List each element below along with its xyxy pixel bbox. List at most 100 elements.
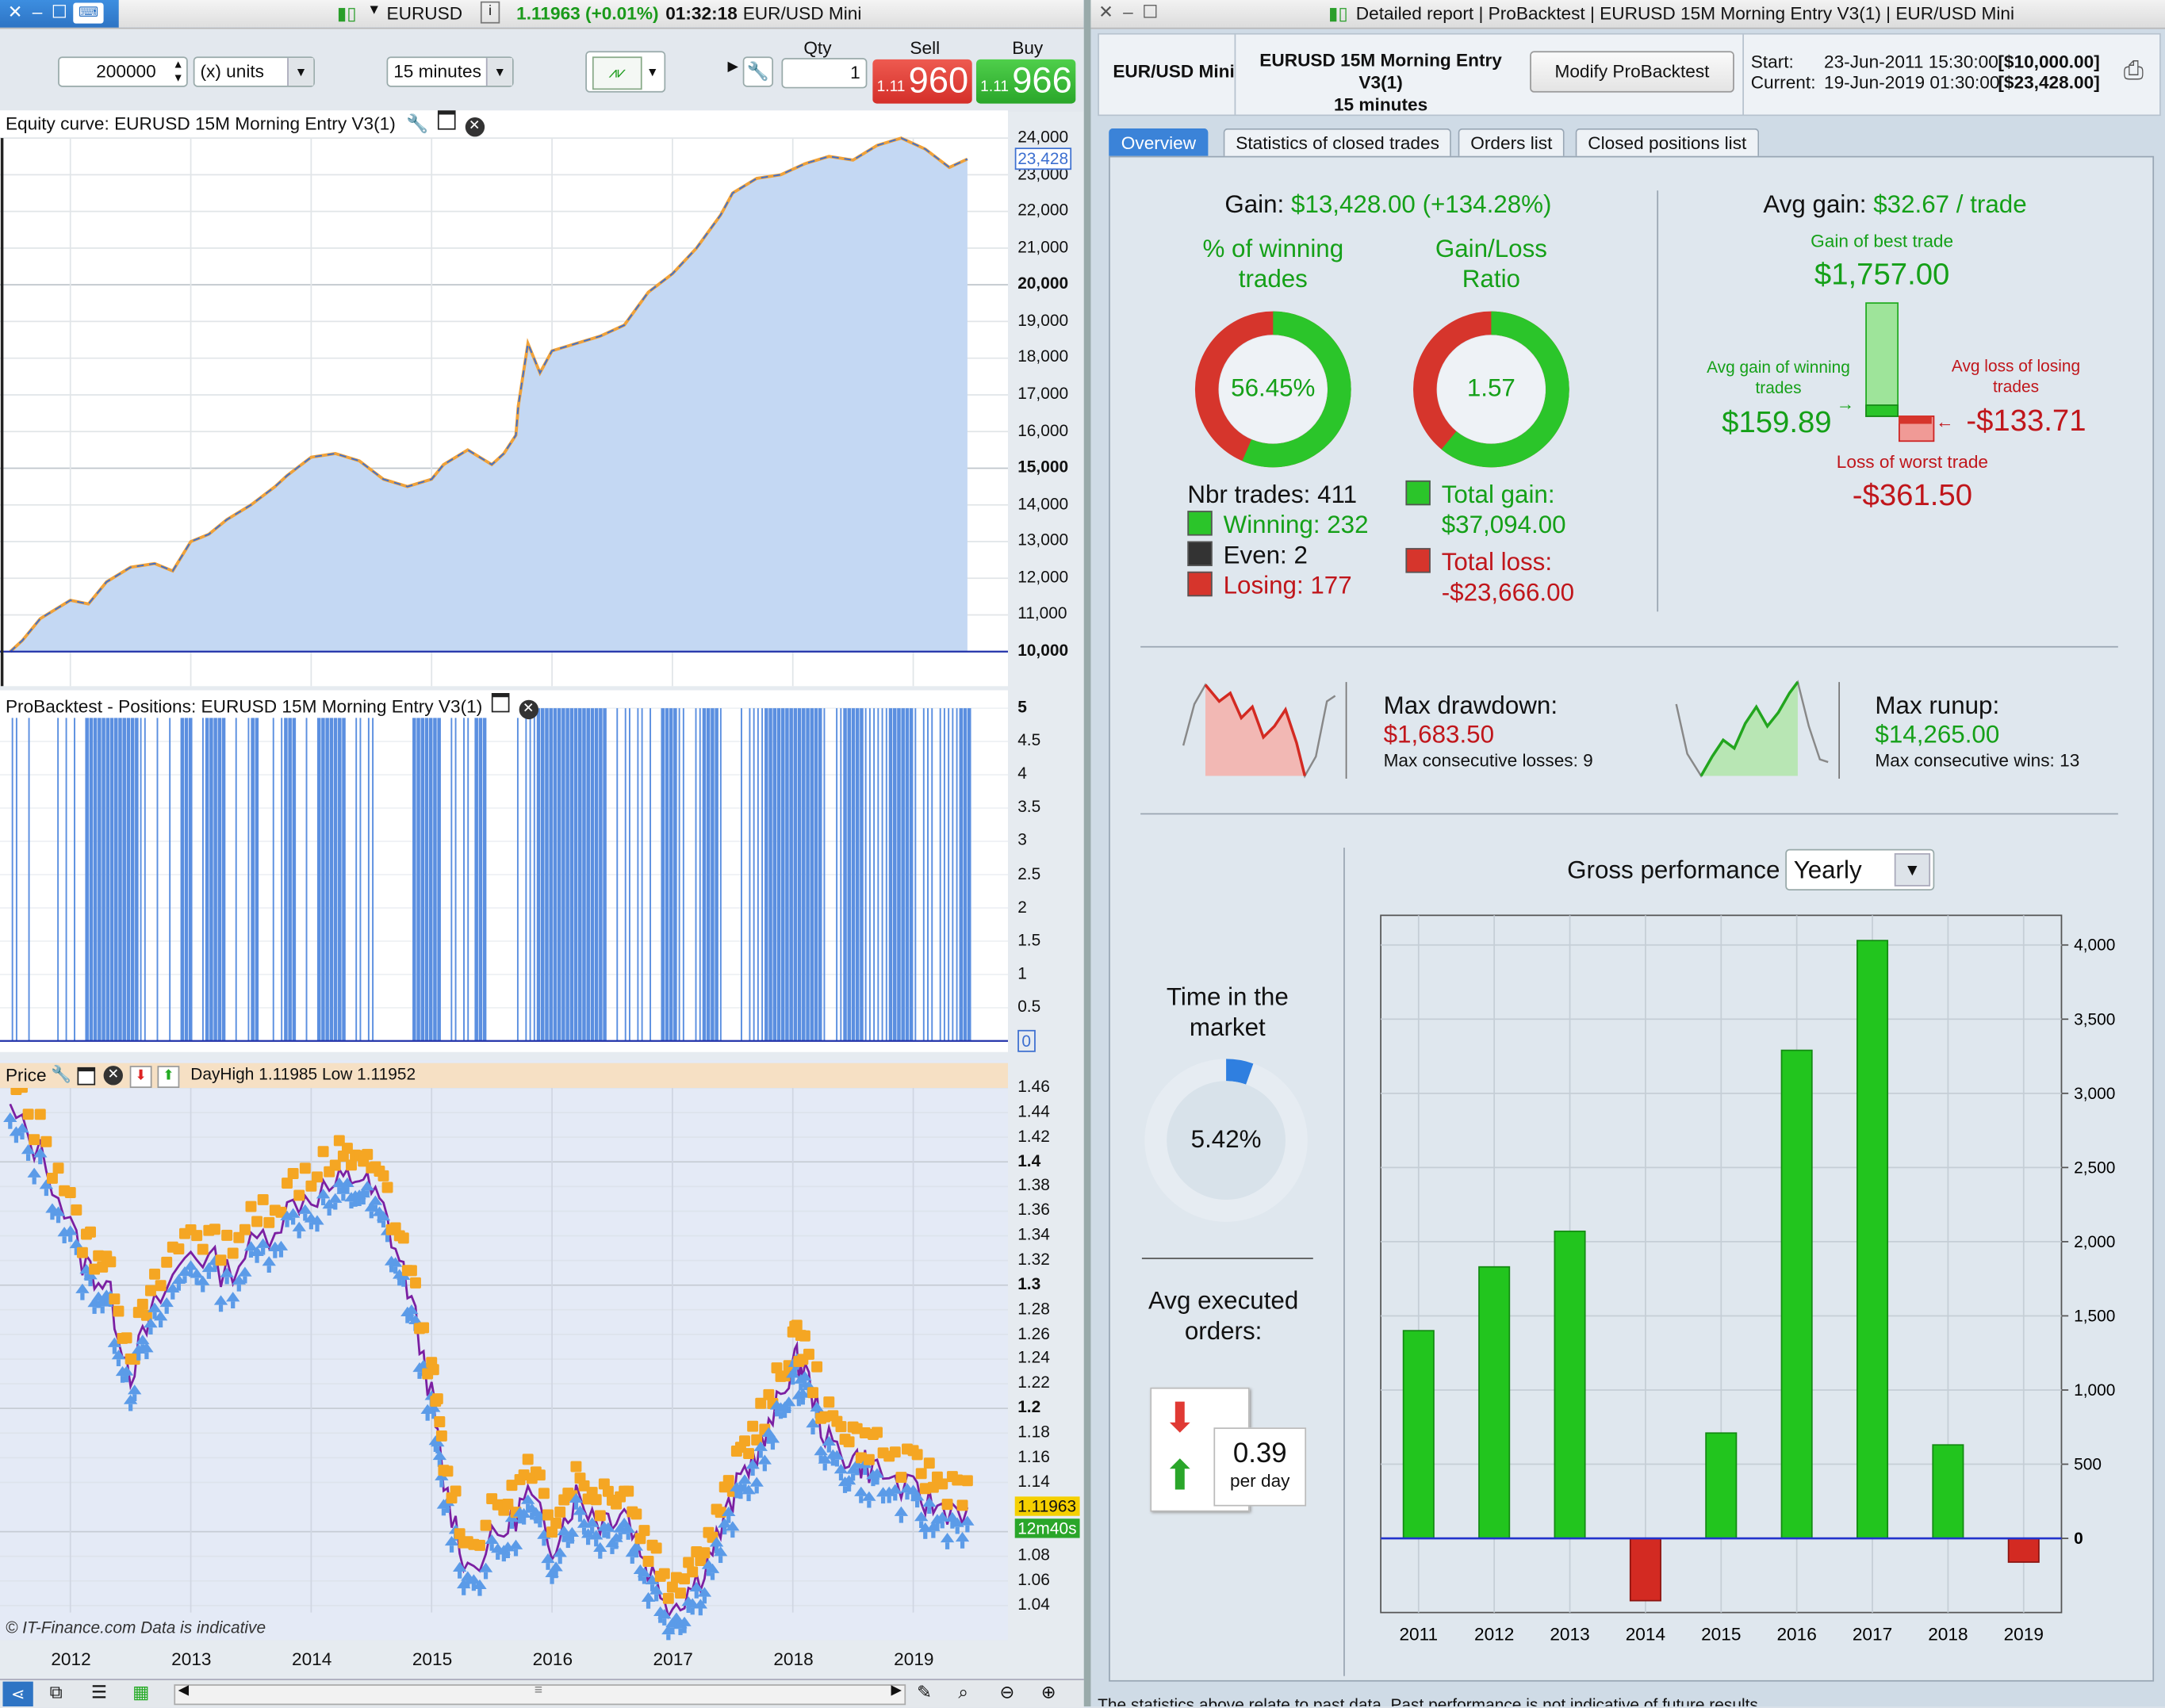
collapse-arrow-icon[interactable]: ▶ [727, 59, 738, 75]
exit-marker [843, 1436, 855, 1448]
buy-marker-stem [224, 1277, 229, 1285]
bar-2011 [1402, 1330, 1435, 1539]
chevron-down-icon[interactable]: ▼ [646, 64, 659, 79]
sell-arrow-icon[interactable]: ⬇ [129, 1066, 152, 1088]
buy-marker-stem [327, 1208, 331, 1216]
chevron-down-icon[interactable]: ▼ [485, 58, 512, 86]
chevron-down-icon[interactable]: ▼ [367, 2, 381, 18]
gain-value: $13,428.00 (+134.28%) [1291, 190, 1552, 219]
info-icon[interactable]: i [480, 1, 500, 24]
buy-marker [298, 1204, 312, 1214]
period-select[interactable]: Yearly ▼ [1785, 848, 1935, 891]
year-tick: 2012 [51, 1648, 91, 1669]
buy-marker [360, 1181, 374, 1191]
close-icon[interactable]: ✕ [7, 1, 23, 22]
maximize-icon[interactable]: ☐ [1142, 1, 1159, 22]
year-tick: 2017 [653, 1648, 693, 1669]
minimize-icon[interactable]: – [1123, 1, 1133, 22]
chevron-down-icon[interactable]: ▼ [1894, 852, 1931, 887]
exit-marker [755, 1397, 767, 1409]
close-icon[interactable]: ✕ [1098, 1, 1114, 22]
exit-marker [502, 1499, 514, 1510]
equity-axis-tick: 17,000 [1017, 384, 1069, 404]
scroll-right-icon[interactable]: ▶ [891, 1683, 902, 1698]
symbol-label[interactable]: EURUSD [386, 2, 463, 24]
exit-marker [377, 1170, 389, 1181]
share-icon[interactable]: ⋖ [2, 1681, 33, 1706]
equity-panel-header: Equity curve: EURUSD 15M Morning Entry V… [0, 110, 485, 137]
worst-trade-label: Loss of worst trade [1836, 451, 1989, 473]
tab-orders-list[interactable]: Orders list [1458, 128, 1565, 158]
modify-probacktest-button[interactable]: Modify ProBacktest [1530, 51, 1734, 93]
close-panel-icon[interactable]: ✕ [518, 699, 538, 720]
exit-marker [623, 1485, 634, 1497]
units-select[interactable]: (x) units ▼ [193, 56, 315, 87]
keyboard-icon[interactable]: ⌨ [73, 2, 104, 24]
buy-button[interactable]: 1.11 966 [975, 59, 1076, 104]
buy-marker [111, 1350, 126, 1360]
buy-marker [814, 1446, 828, 1456]
pencil-icon[interactable]: ✎ [917, 1681, 933, 1702]
window-icon[interactable] [437, 110, 456, 130]
scroll-thumb-icon[interactable]: ≡ [534, 1683, 542, 1698]
chevron-down-icon[interactable]: ▼ [287, 58, 314, 86]
price-axis-tick: 1.42 [1017, 1126, 1050, 1146]
max-runup-label: Max runup: [1875, 691, 2000, 720]
year-tick: 2019 [894, 1648, 934, 1669]
exit-marker [85, 1226, 97, 1238]
zoom-out-icon[interactable]: ⊖ [999, 1681, 1015, 1702]
stepper-arrows-icon[interactable]: ▲ ▼ [172, 58, 184, 85]
scroll-left-icon[interactable]: ◀ [178, 1683, 190, 1698]
buy-marker-stem [517, 1516, 523, 1524]
buy-marker [107, 1337, 122, 1347]
list-icon[interactable]: ☰ [90, 1681, 108, 1702]
bottom-toolbar: ⋖ ⧉ ☰ ▦ ◀ ▶ ≡ ✎ ⌕ ⊖ ⊕ [0, 1679, 1084, 1708]
price-axis-tick: 1.06 [1017, 1569, 1050, 1590]
buy-marker-stem [838, 1473, 844, 1480]
copy-icon[interactable]: ⧉ [49, 1681, 63, 1702]
buy-marker [541, 1553, 555, 1564]
exit-marker [658, 1568, 670, 1580]
maximize-icon[interactable]: ☐ [51, 1, 68, 22]
quantity-stepper[interactable]: 200000 ▲ ▼ [58, 56, 188, 87]
window-divider[interactable] [1083, 0, 1091, 1706]
equity-curve-chart [0, 136, 1009, 687]
buy-marker-stem [859, 1495, 864, 1503]
buy-marker [609, 1532, 623, 1542]
buy-marker-stem [614, 1541, 619, 1549]
divider [1343, 848, 1345, 1676]
buy-price-prefix: 1.11 [980, 79, 1010, 96]
zoom-fit-icon[interactable]: ⌕ [958, 1681, 969, 1702]
wrench-icon[interactable]: 🔧 [742, 56, 774, 87]
exit-marker [675, 1587, 686, 1599]
tab-overview[interactable]: Overview [1109, 128, 1209, 158]
sell-button[interactable]: 1.11 960 [872, 59, 972, 104]
wrench-icon[interactable]: 🔧 [51, 1064, 72, 1084]
tab-statistics-closed-trades[interactable]: Statistics of closed trades [1223, 128, 1452, 158]
gross-performance-label: Gross performance [1567, 856, 1780, 884]
report-header: EUR/USD Mini EURUSD 15M Morning Entry V3… [1098, 33, 2161, 117]
buy-marker [795, 1388, 810, 1398]
candlestick-icon[interactable]: ▮▯ [336, 2, 357, 24]
window-icon[interactable] [491, 693, 510, 713]
timeframe-select[interactable]: 15 minutes ▼ [386, 56, 514, 87]
chart-type-select[interactable]: ⩘⩗ ▼ [585, 51, 666, 93]
buy-price: 966 [1012, 59, 1072, 101]
minimize-icon[interactable]: – [32, 1, 43, 22]
zoom-in-icon[interactable]: ⊕ [1040, 1681, 1056, 1702]
buy-marker-stem [762, 1464, 767, 1472]
buy-arrow-icon[interactable]: ⬆ [157, 1066, 180, 1088]
buy-marker-stem [522, 1517, 527, 1525]
table-icon[interactable]: ▦ [132, 1681, 150, 1702]
printer-icon[interactable]: ⎙ [2123, 56, 2144, 85]
tab-closed-positions-list[interactable]: Closed positions list [1575, 128, 1759, 158]
wrench-icon[interactable]: 🔧 [406, 113, 429, 134]
window-icon[interactable] [77, 1067, 96, 1086]
instrument-name: EUR/USD Mini [1113, 60, 1235, 82]
price-panel-header: Price 🔧 ✕ ⬇ ⬆ DayHigh 1.11985 Low 1.1195… [0, 1063, 1009, 1088]
close-panel-icon[interactable]: ✕ [103, 1066, 123, 1086]
close-panel-icon[interactable]: ✕ [464, 117, 485, 137]
qty-input[interactable]: 1 [781, 58, 868, 89]
horizontal-scrollbar[interactable]: ◀ ▶ ≡ [174, 1683, 906, 1706]
buy-marker-stem [513, 1549, 519, 1557]
